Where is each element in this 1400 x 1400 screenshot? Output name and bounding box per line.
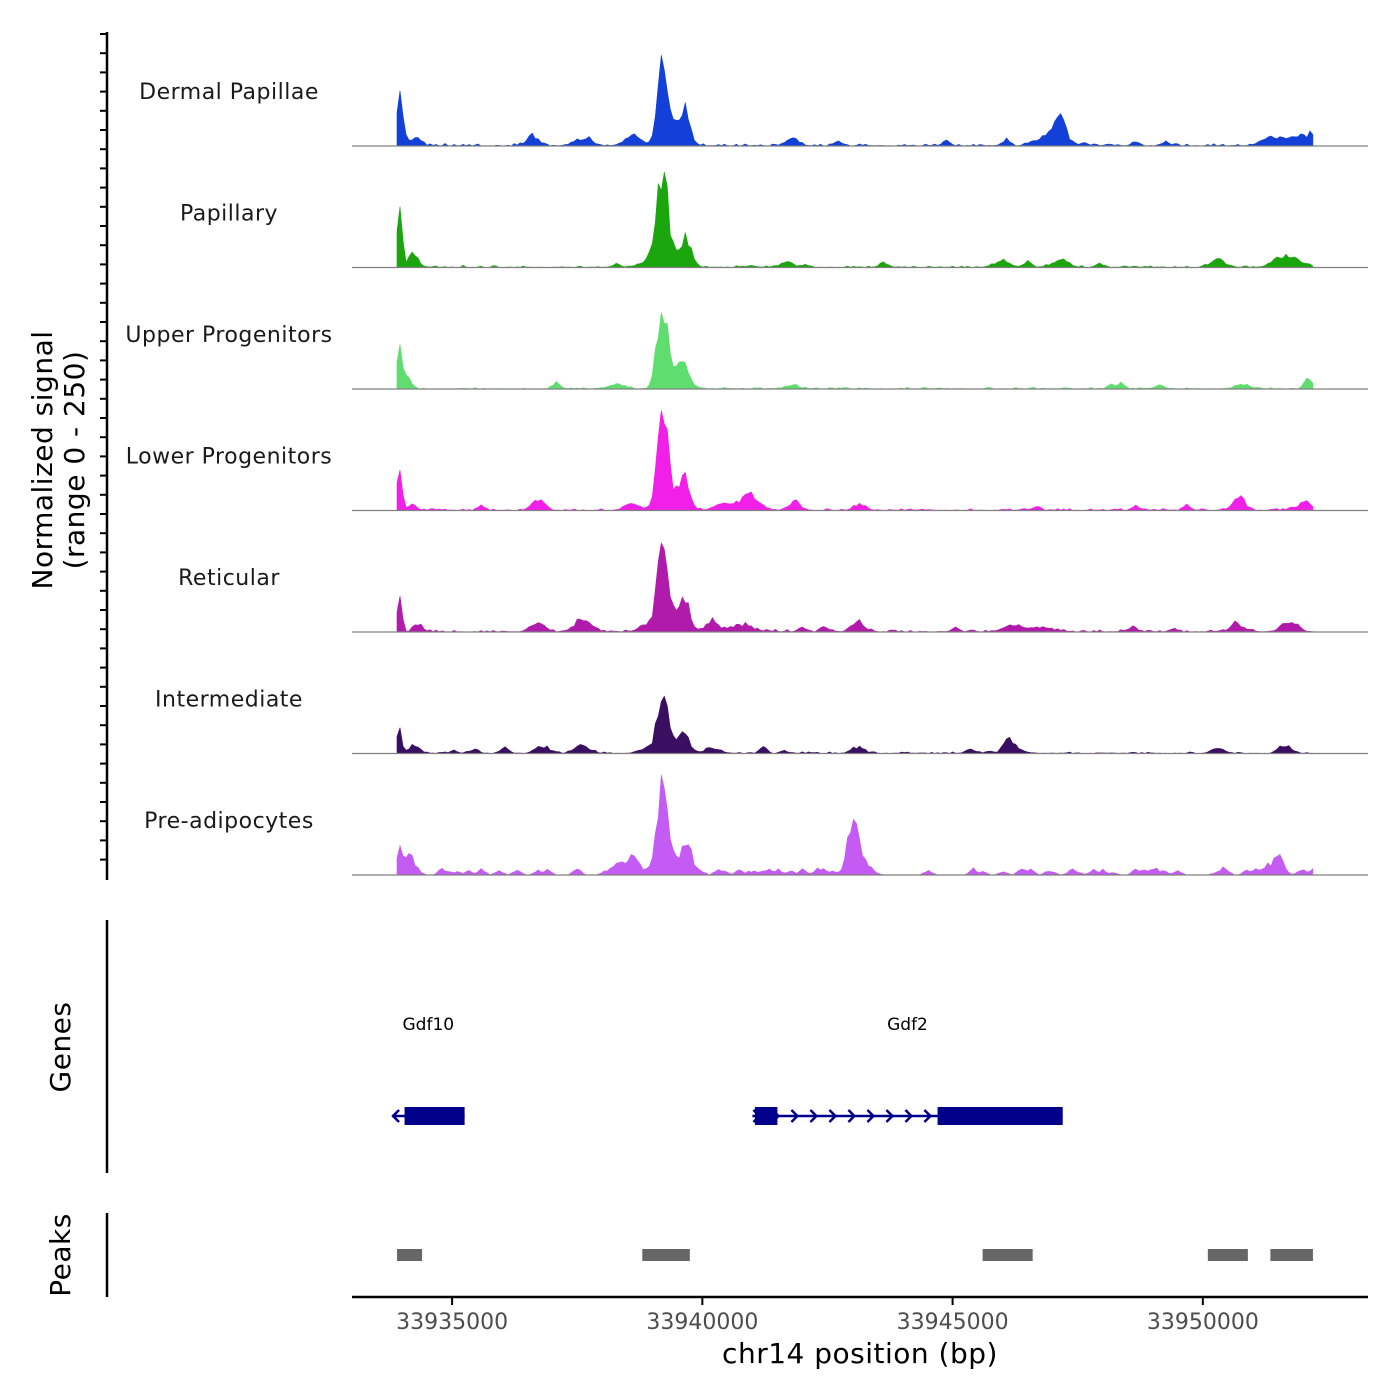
peaks-panel-title: Peaks — [44, 1213, 77, 1297]
gene-exon — [754, 1107, 778, 1125]
track-label: Dermal Papillae — [139, 80, 319, 105]
gene-gdf2: Gdf2 — [752, 1015, 1063, 1125]
x-tick-label: 33940000 — [646, 1310, 758, 1335]
track-pre-adipocytes: Pre-adipocytes — [144, 774, 1368, 876]
track-label: Papillary — [180, 202, 278, 227]
signal-area — [396, 172, 1314, 268]
x-tick-label: 33935000 — [396, 1310, 508, 1335]
track-dermal-papillae: Dermal Papillae — [139, 55, 1368, 147]
signal-area — [396, 542, 1314, 633]
signal-area — [396, 55, 1314, 147]
gene-exon — [404, 1107, 465, 1125]
gene-gdf10: Gdf10 — [391, 1015, 465, 1125]
strand-chevron — [391, 1109, 400, 1123]
strand-chevron — [828, 1109, 838, 1123]
track-label: Lower Progenitors — [126, 445, 332, 470]
signal-area — [396, 312, 1314, 390]
x-tick-label: 33945000 — [897, 1310, 1009, 1335]
gene-annotations: Gdf10 Gdf2 — [391, 1015, 1063, 1125]
peak-region — [1207, 1249, 1248, 1261]
y-axis-title: Normalized signal (range 0 - 250) — [26, 330, 91, 589]
signal-tracks: Dermal Papillae Papillary Upper Progenitor… — [125, 55, 1368, 876]
gene-exon — [937, 1107, 1063, 1125]
x-tick-label: 33950000 — [1147, 1310, 1259, 1335]
y-axis-title-line2: (range 0 - 250) — [58, 351, 91, 570]
strand-chevron — [790, 1109, 800, 1123]
peak-region — [397, 1249, 423, 1261]
track-papillary: Papillary — [180, 172, 1368, 269]
track-label: Reticular — [178, 566, 280, 591]
x-axis-title: chr14 position (bp) — [722, 1337, 998, 1370]
strand-chevron — [885, 1109, 895, 1123]
track-intermediate: Intermediate — [155, 688, 1368, 755]
signal-area — [396, 695, 1314, 754]
track-label: Intermediate — [155, 688, 303, 713]
strand-chevron — [904, 1109, 914, 1123]
track-label: Upper Progenitors — [125, 323, 332, 348]
track-lower-progenitors: Lower Progenitors — [126, 410, 1368, 512]
peak-region — [982, 1249, 1033, 1261]
strand-chevron — [866, 1109, 876, 1123]
peak-regions — [397, 1249, 1313, 1261]
gene-label: Gdf2 — [887, 1015, 928, 1035]
peak-region — [642, 1249, 690, 1261]
peak-region — [1270, 1249, 1313, 1261]
strand-chevron — [809, 1109, 819, 1123]
x-axis-ticks: 33935000 33940000 33945000 33950000 — [396, 1297, 1259, 1335]
signal-y-axis-ticks — [100, 33, 107, 861]
track-reticular: Reticular — [178, 542, 1368, 633]
signal-area — [396, 410, 1314, 511]
track-upper-progenitors: Upper Progenitors — [125, 312, 1368, 390]
signal-area — [396, 774, 1314, 876]
strand-chevron — [923, 1109, 933, 1123]
genes-panel-title: Genes — [44, 1002, 77, 1093]
gene-label: Gdf10 — [403, 1015, 455, 1035]
strand-chevron — [847, 1109, 857, 1123]
track-label: Pre-adipocytes — [144, 809, 314, 834]
y-axis-title-line1: Normalized signal — [26, 330, 59, 589]
